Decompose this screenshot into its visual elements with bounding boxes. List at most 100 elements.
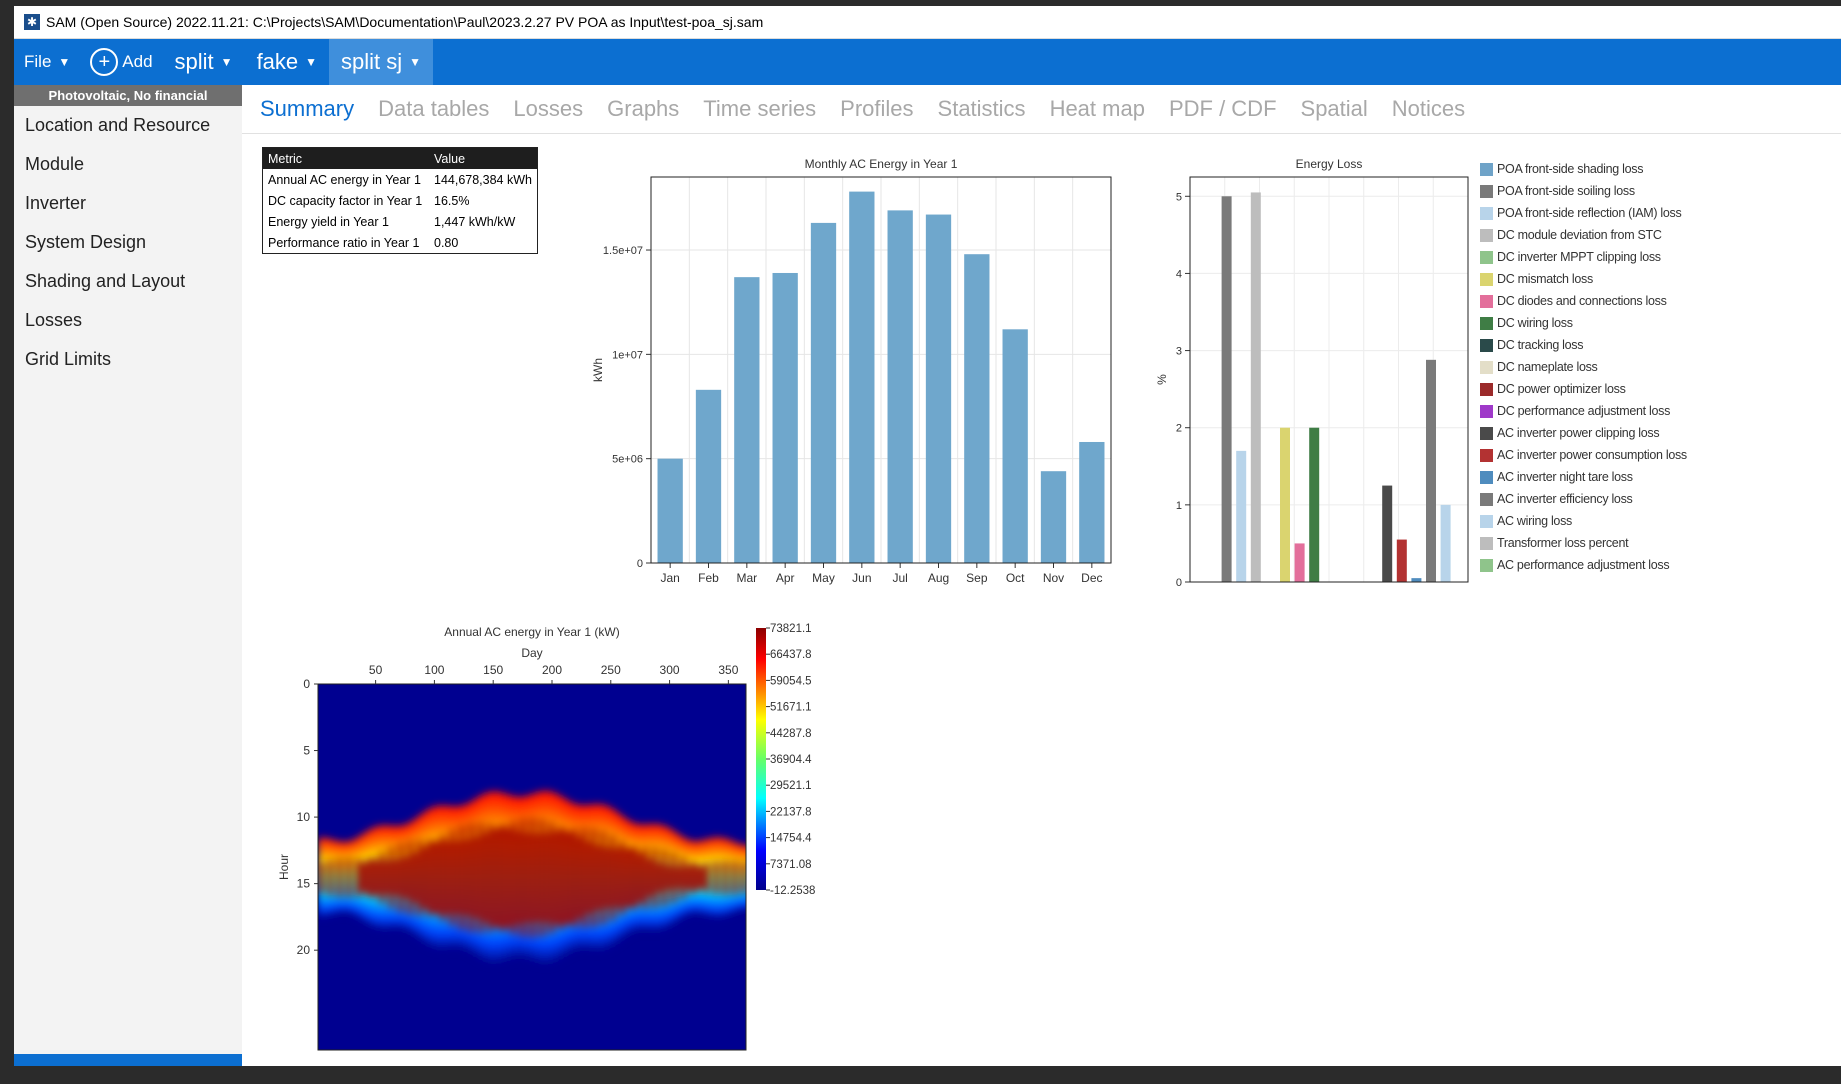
heatmap-peak <box>463 838 470 917</box>
simulate-bar[interactable] <box>14 1054 242 1066</box>
legend-label: AC wiring loss <box>1497 514 1572 528</box>
tab-statistics[interactable]: Statistics <box>937 96 1026 121</box>
title-bar: ✱ SAM (Open Source) 2022.11.21: C:\Proje… <box>14 6 1841 39</box>
chevron-down-icon: ▼ <box>58 55 71 69</box>
case-tab-split-sj[interactable]: split sj ▼ <box>329 39 434 85</box>
chart-title: Monthly AC Energy in Year 1 <box>805 157 958 171</box>
y-tick-label: 1.5e+07 <box>603 245 643 257</box>
heatmap-peak <box>360 862 367 894</box>
file-menu-button[interactable]: File ▼ <box>14 39 80 85</box>
sidebar-item-losses[interactable]: Losses <box>25 310 83 330</box>
value-cell: 144,678,384 kWh <box>434 172 532 187</box>
sidebar-item-system-design[interactable]: System Design <box>25 232 147 252</box>
heatmap-peak <box>430 840 437 916</box>
toolbar: File ▼ + Add split ▼ fake ▼ split sj ▼ <box>14 39 1841 85</box>
app-icon: ✱ <box>24 14 40 30</box>
x-tick-label: May <box>812 571 835 585</box>
heatmap-peak <box>684 865 691 891</box>
tab-pdf-cdf[interactable]: PDF / CDF <box>1168 96 1277 121</box>
tab-losses[interactable]: Losses <box>513 96 584 121</box>
tab-summary[interactable]: Summary <box>260 96 355 121</box>
add-label: Add <box>122 52 153 71</box>
tab-spatial[interactable]: Spatial <box>1300 96 1368 121</box>
column-header-value: Value <box>429 147 538 169</box>
legend-swatch <box>1480 294 1493 308</box>
y-tick-label: 3 <box>1176 346 1182 358</box>
loss-bar-6 <box>1294 543 1305 582</box>
heatmap-column <box>727 839 733 917</box>
heatmap-column <box>736 843 743 913</box>
x-axis-label: Day <box>521 646 542 660</box>
heatmap-peak <box>666 864 672 891</box>
bar-jan <box>657 458 683 563</box>
legend-swatch <box>1480 426 1493 440</box>
y-tick-label: 2 <box>1176 423 1182 435</box>
colorbar-tick-label: 29521.1 <box>770 780 812 792</box>
legend-label: Transformer loss percent <box>1497 536 1629 550</box>
x-tick-label: Nov <box>1043 571 1064 585</box>
legend-label: AC inverter power clipping loss <box>1497 426 1660 440</box>
heatmap-peak <box>459 824 465 931</box>
energy-loss-legend: POA front-side shading loss POA front-sid… <box>1480 158 1687 576</box>
case-tab-split[interactable]: split ▼ <box>163 39 245 85</box>
table-row: DC capacity factor in Year 1 16.5% <box>263 190 538 211</box>
heatmap-peak <box>379 851 385 905</box>
heatmap-peak <box>675 865 682 890</box>
tab-heat-map[interactable]: Heat map <box>1049 96 1145 121</box>
plot-frame <box>1189 176 1469 583</box>
sidebar-item-shading-and-layout[interactable]: Shading and Layout <box>25 271 186 291</box>
loss-bar-14 <box>1411 578 1422 582</box>
colorbar-tick-label: 66437.8 <box>770 649 812 661</box>
heatmap-peak <box>374 859 381 896</box>
table-row: Performance ratio in Year 1 0.80 <box>263 232 538 254</box>
tab-graphs[interactable]: Graphs <box>607 96 680 121</box>
colorbar-tick-label: 14754.4 <box>770 833 812 845</box>
add-case-button[interactable]: + Add <box>80 39 162 85</box>
bar-dec <box>1079 441 1105 563</box>
heatmap-peak <box>435 839 442 916</box>
heatmap-peak <box>609 834 616 921</box>
bar-nov <box>1040 471 1067 563</box>
x-tick-label: 250 <box>601 663 621 677</box>
heatmap-core <box>318 816 746 939</box>
heatmap-peak <box>482 832 489 924</box>
legend-label: POA front-side shading loss <box>1497 162 1644 176</box>
bar-may <box>810 222 837 563</box>
colorbar-tick-label: -12.2538 <box>770 885 815 897</box>
bar-apr <box>772 272 798 563</box>
legend-item: AC inverter efficiency loss <box>1480 488 1687 510</box>
legend-swatch <box>1480 404 1493 418</box>
tab-notices[interactable]: Notices <box>1391 96 1466 121</box>
colorbar-tick-label: 44287.8 <box>770 728 812 740</box>
legend-label: POA front-side soiling loss <box>1497 184 1635 198</box>
tab-time-series[interactable]: Time series <box>703 96 817 121</box>
heatmap-peak <box>661 848 668 907</box>
heatmap-peak <box>628 846 635 910</box>
heatmap-peak <box>444 840 451 916</box>
y-axis-label: Hour <box>277 854 291 880</box>
legend-swatch <box>1480 338 1493 352</box>
heatmap-peak <box>633 846 639 910</box>
sidebar-item-module[interactable]: Module <box>25 154 85 174</box>
metric-cell: Energy yield in Year 1 <box>268 214 389 229</box>
tab-data-tables[interactable]: Data tables <box>378 96 490 121</box>
configuration-header[interactable]: Photovoltaic, No financial <box>14 85 242 106</box>
colorbar-tick-label: 73821.1 <box>770 623 812 635</box>
plus-circle-icon: + <box>90 48 119 76</box>
x-tick-label: 50 <box>369 663 383 677</box>
heatmap-peak <box>539 818 545 938</box>
heatmap-column <box>322 837 329 919</box>
heatmap-peak <box>449 828 456 927</box>
sidebar-item-inverter[interactable]: Inverter <box>25 193 87 213</box>
sidebar-item-grid-limits[interactable]: Grid Limits <box>25 349 112 369</box>
legend-item: DC power optimizer loss <box>1480 378 1687 400</box>
tab-profiles[interactable]: Profiles <box>840 96 914 121</box>
legend-swatch <box>1480 184 1493 198</box>
case-tab-fake[interactable]: fake ▼ <box>245 39 329 85</box>
loss-bar-12 <box>1382 485 1393 582</box>
heatmap-peak <box>365 858 371 897</box>
sidebar-item-location-and-resource[interactable]: Location and Resource <box>25 115 211 135</box>
legend-swatch <box>1480 316 1493 330</box>
heatmap-peak <box>694 863 700 892</box>
legend-label: DC nameplate loss <box>1497 360 1598 374</box>
